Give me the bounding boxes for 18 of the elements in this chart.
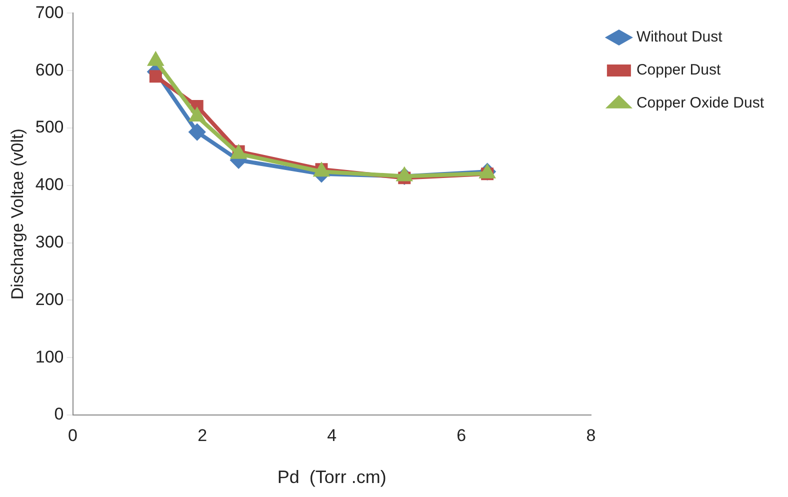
y-tick-label: 400 [35, 175, 64, 194]
y-axis-title: Discharge Voltae (v0lt) [8, 128, 27, 300]
x-tick-label: 2 [198, 426, 208, 445]
y-tick-label: 200 [35, 290, 64, 309]
legend-label: Copper Oxide Dust [636, 94, 765, 112]
y-tick-label: 700 [35, 2, 64, 22]
x-tick-label: 6 [456, 426, 466, 445]
y-tick-label: 0 [54, 404, 64, 424]
x-tick-label: 0 [68, 426, 78, 445]
y-tick-label: 500 [35, 118, 64, 137]
y-tick-label: 600 [35, 60, 64, 80]
legend-label: Without Dust [636, 28, 724, 46]
x-axis-title: Pd (Torr .cm) [277, 467, 386, 488]
x-tick-label: 8 [586, 426, 596, 445]
x-tick-label: 4 [327, 426, 337, 445]
legend-label: Copper Dust [636, 62, 722, 79]
y-tick-label: 100 [35, 347, 64, 366]
y-tick-label: 300 [35, 232, 64, 252]
